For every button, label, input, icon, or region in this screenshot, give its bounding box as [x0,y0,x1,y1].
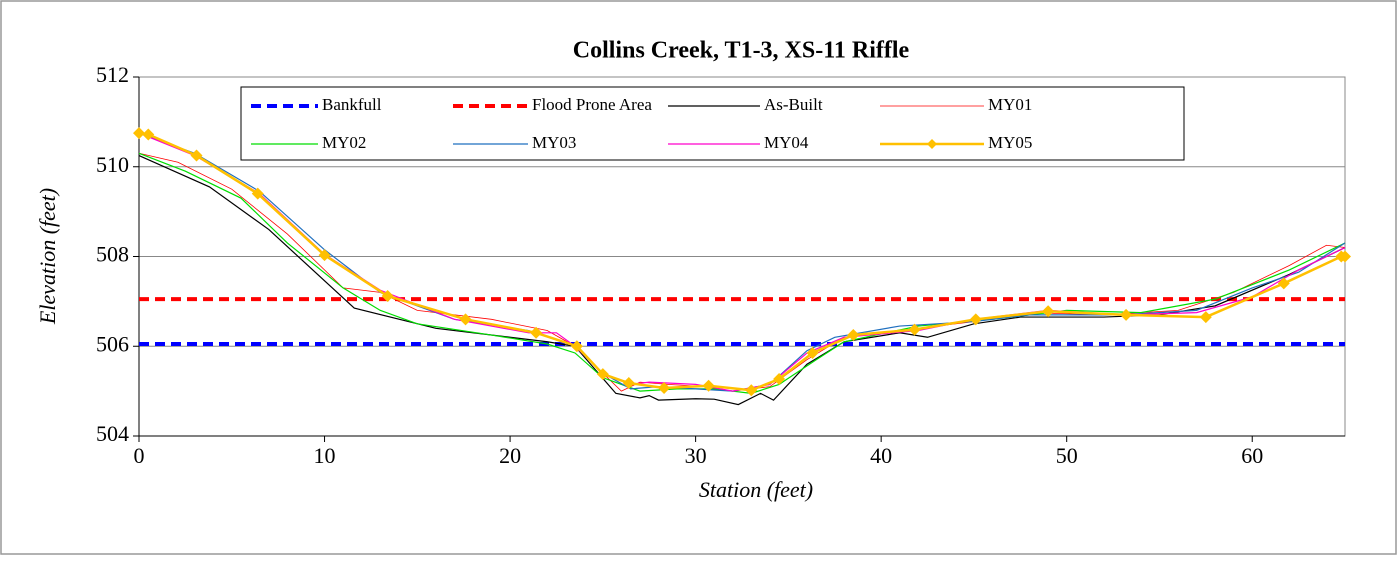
y-tick-label: 508 [96,242,129,267]
legend-marker [927,139,937,149]
y-axis-label: Elevation (feet) [35,188,60,325]
legend-label: Flood Prone Area [532,95,652,114]
data-point [969,313,982,326]
data-point [773,373,786,386]
legend-box [240,86,1185,161]
x-tick-label: 20 [499,443,521,468]
data-point [702,379,715,392]
legend-label: MY03 [532,133,576,152]
data-point [806,346,819,359]
data-point [1277,277,1290,290]
data-point [1199,311,1212,324]
x-tick-label: 60 [1241,443,1263,468]
x-tick-label: 10 [314,443,336,468]
data-point [142,128,155,141]
y-tick-label: 512 [96,62,129,87]
legend-label: MY02 [322,133,366,152]
data-point [908,323,921,336]
legend-label: MY01 [988,95,1032,114]
data-point [622,377,635,390]
legend-label: Bankfull [322,95,382,114]
legend-label: MY05 [988,133,1032,152]
x-tick-label: 40 [870,443,892,468]
data-point [1120,308,1133,321]
legend-label: MY04 [764,133,809,152]
y-tick-label: 504 [96,421,129,446]
data-point [1339,250,1351,263]
data-point [745,384,758,397]
data-point [570,340,583,353]
data-point [658,381,671,394]
data-point [251,187,264,200]
chart-title: Collins Creek, T1-3, XS-11 Riffle [573,38,910,64]
x-tick-label: 0 [134,443,145,468]
data-point [596,368,609,381]
x-axis-label: Station (feet) [699,477,813,502]
data-point [190,149,203,162]
series-line [138,152,1346,394]
x-tick-label: 30 [685,443,707,468]
data-point [847,329,860,342]
data-point [381,289,394,302]
data-point [530,326,543,339]
data-point [1042,305,1055,318]
data-point [318,249,331,262]
data-point [133,127,145,140]
data-point [459,313,472,326]
legend-label: As-Built [764,95,823,114]
y-tick-label: 506 [96,331,129,356]
x-tick-label: 50 [1056,443,1078,468]
y-tick-label: 510 [96,152,129,177]
